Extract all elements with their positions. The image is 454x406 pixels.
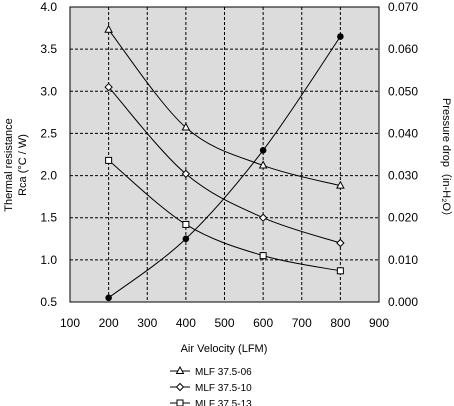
data-point bbox=[105, 156, 113, 164]
data-point bbox=[104, 82, 113, 92]
series-mlf-37.5-10 bbox=[104, 82, 345, 248]
legend-marker bbox=[175, 382, 185, 392]
y-tick-label: 2.0 bbox=[40, 169, 57, 183]
legend-label: MLF 37.5-10 bbox=[195, 383, 252, 394]
data-point bbox=[181, 169, 191, 179]
y-tick-label: 4.0 bbox=[40, 0, 57, 14]
y2-tick-label: 0.000 bbox=[388, 295, 418, 309]
data-point bbox=[182, 235, 190, 243]
data-point bbox=[258, 160, 268, 169]
legend: MLF 37.5-06 MLF 37.5-10 MLF 37.5-13 bbox=[170, 365, 252, 406]
data-point bbox=[182, 220, 190, 228]
x-tick-label: 600 bbox=[253, 316, 273, 330]
data-point bbox=[336, 238, 345, 248]
y2-tick-label: 0.050 bbox=[388, 84, 418, 98]
y2-tick-label: 0.060 bbox=[388, 42, 418, 56]
series-line bbox=[108, 86, 341, 244]
series-layer bbox=[104, 24, 345, 302]
data-point bbox=[258, 213, 268, 222]
y-tick-label: 3.5 bbox=[40, 42, 57, 56]
legend-item: MLF 37.5-10 bbox=[170, 382, 252, 394]
series-mlf-37.5-13 bbox=[105, 156, 344, 275]
legend-label: MLF 37.5-06 bbox=[195, 367, 252, 378]
ticks: 100 200 300 400 500 600 700 800 900 0.5 1.0 1.5 2.0 2… bbox=[40, 0, 418, 330]
plot-border bbox=[69, 6, 380, 303]
y2-tick-label: 0.020 bbox=[388, 211, 418, 225]
series-line bbox=[108, 29, 341, 187]
series-line bbox=[108, 160, 341, 272]
y-tick-label: 3.0 bbox=[40, 84, 57, 98]
x-tick-label: 900 bbox=[369, 316, 389, 330]
x-axis-label: Air Velocity (LFM) bbox=[181, 343, 268, 355]
data-point bbox=[104, 24, 113, 33]
y2-tick-label: 0.030 bbox=[388, 169, 418, 183]
legend-label: MLF 37.5-13 bbox=[195, 399, 252, 406]
x-tick-label: 800 bbox=[330, 316, 350, 330]
legend-item: MLF 37.5-13 bbox=[170, 399, 252, 406]
y-axis-label-line1: Thermal resistance bbox=[3, 118, 15, 212]
x-tick-label: 100 bbox=[60, 316, 80, 330]
x-tick-label: 200 bbox=[99, 316, 119, 330]
axis-labels: Air Velocity (LFM) Thermal resistance Rca … bbox=[3, 98, 453, 355]
x-tick-label: 400 bbox=[176, 316, 196, 330]
y-tick-label: 1.5 bbox=[40, 211, 57, 225]
series-pressure-drop bbox=[105, 33, 344, 302]
data-point bbox=[259, 252, 267, 260]
legend-marker bbox=[175, 365, 185, 374]
data-point bbox=[105, 294, 112, 302]
y2-tick-label: 0.070 bbox=[388, 0, 418, 14]
grid bbox=[69, 6, 380, 303]
y-tick-label: 2.5 bbox=[40, 126, 57, 140]
data-point bbox=[336, 267, 344, 275]
legend-item: MLF 37.5-06 bbox=[170, 365, 252, 378]
series-mlf-37.5-06 bbox=[104, 24, 345, 189]
series-line bbox=[108, 36, 341, 299]
y2-tick-label: 0.040 bbox=[388, 126, 418, 140]
x-tick-label: 700 bbox=[292, 316, 312, 330]
x-tick-label: 500 bbox=[214, 316, 234, 330]
y2-axis-label: Pressure drop（in-H₂O） bbox=[440, 98, 453, 222]
data-point bbox=[181, 122, 191, 131]
data-point bbox=[337, 33, 344, 40]
y-tick-label: 0.5 bbox=[40, 295, 57, 309]
x-tick-label: 300 bbox=[137, 316, 157, 330]
y2-tick-label: 0.010 bbox=[388, 253, 418, 267]
data-point bbox=[259, 146, 267, 154]
legend-marker bbox=[176, 399, 184, 406]
y-tick-label: 1.0 bbox=[40, 253, 57, 267]
data-point bbox=[336, 180, 345, 189]
y-axis-label-line2: Rca (°C / W) bbox=[17, 134, 29, 196]
